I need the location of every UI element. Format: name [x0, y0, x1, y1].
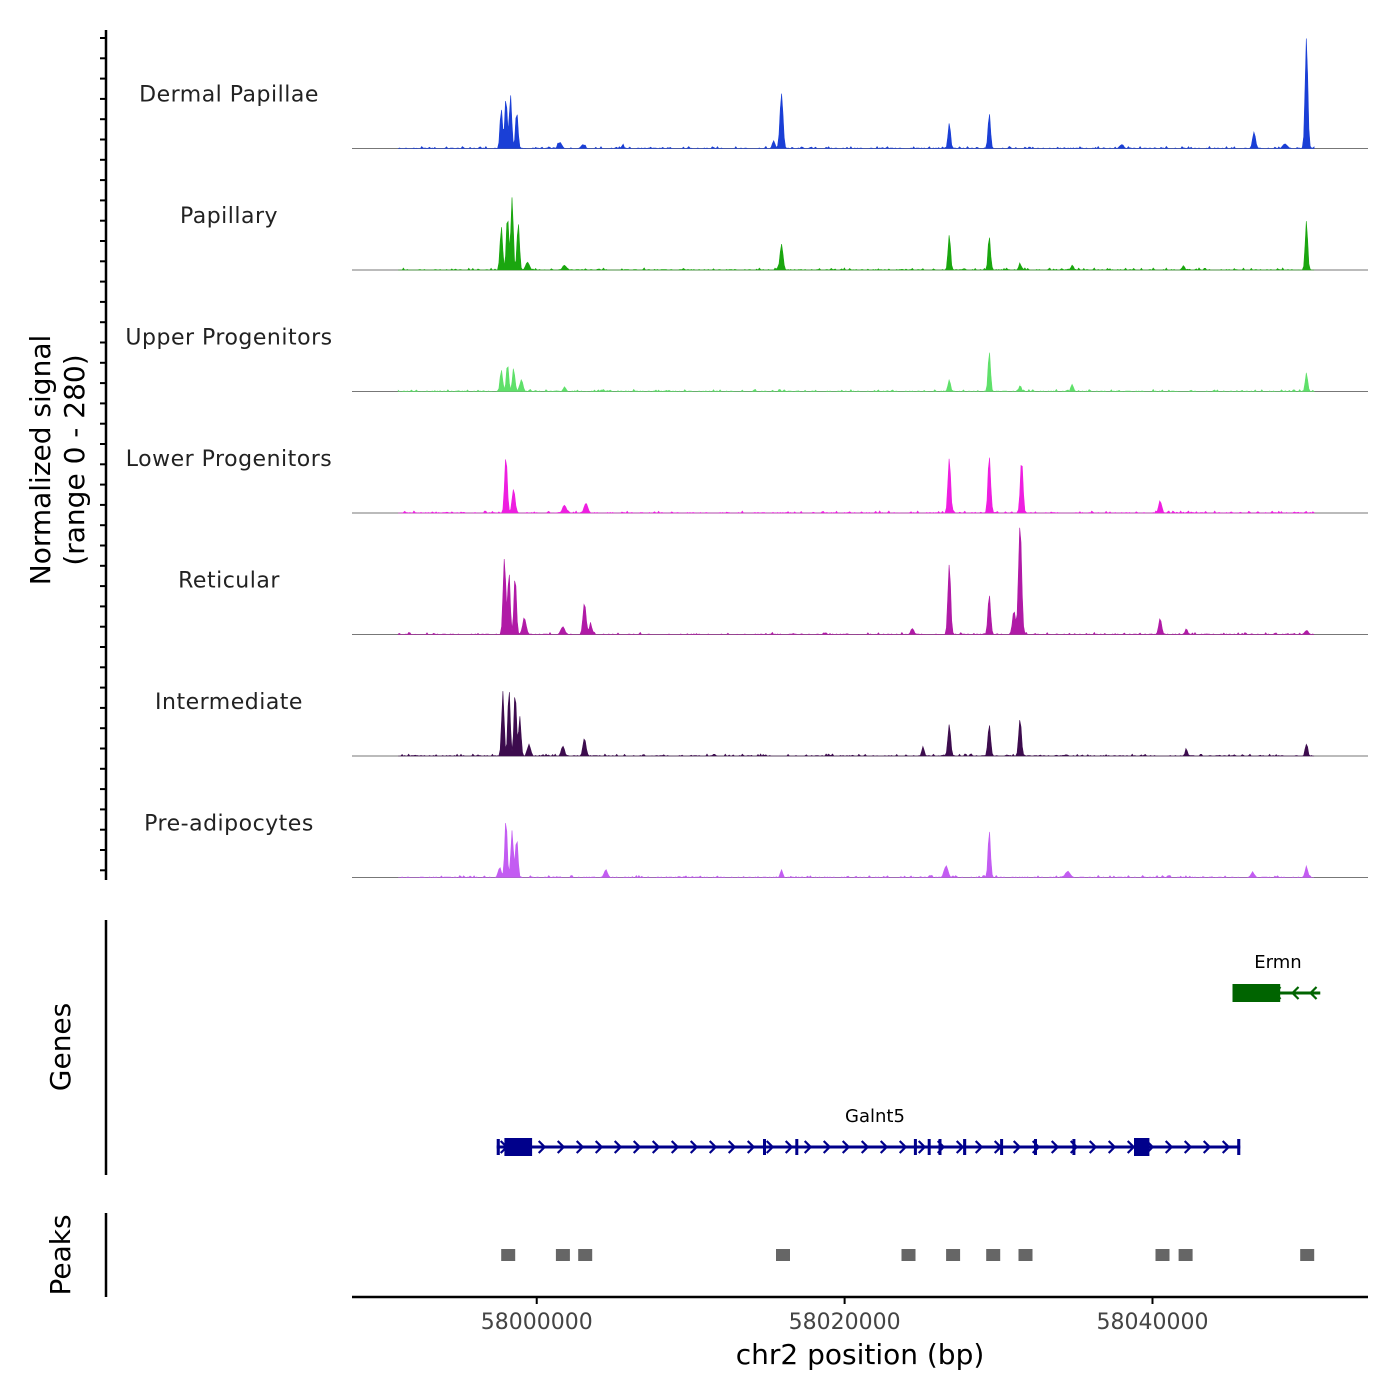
- coverage-area: [398, 197, 1315, 271]
- gene-exon: [1072, 1139, 1076, 1155]
- strand-arrow: [632, 1140, 642, 1154]
- strand-arrow: [1221, 1140, 1231, 1154]
- gene-label: Galnt5: [845, 1106, 905, 1127]
- strand-arrow: [822, 1140, 832, 1154]
- gene-exon: [1034, 1139, 1037, 1155]
- gene-exon: [927, 1139, 931, 1155]
- gene-exon: [496, 1139, 500, 1155]
- peak-region: [1178, 1249, 1193, 1261]
- gene-exon: [913, 1139, 917, 1155]
- peak-region: [578, 1249, 593, 1261]
- track-pre-adipocytes: Pre-adipocytes: [144, 812, 1368, 879]
- track-reticular: Reticular: [178, 527, 1368, 635]
- strand-arrow: [1012, 1140, 1022, 1154]
- coverage-area: [398, 822, 1315, 879]
- strand-arrow: [670, 1140, 680, 1154]
- gene-exon: [938, 1139, 942, 1155]
- strand-arrow: [879, 1140, 889, 1154]
- peak-track: [501, 1249, 1315, 1261]
- strand-arrow: [1202, 1140, 1212, 1154]
- strand-arrow: [803, 1140, 813, 1154]
- gene-exon: [795, 1139, 799, 1155]
- coverage-axis: [100, 30, 108, 880]
- strand-arrow: [537, 1140, 547, 1154]
- gene-exon: [1232, 984, 1281, 1002]
- strand-arrow: [974, 1140, 984, 1154]
- gene-track: Galnt5 Ermn: [496, 952, 1321, 1156]
- gene-ermn: Ermn: [1232, 952, 1321, 1002]
- strand-arrow: [1050, 1140, 1060, 1154]
- strand-arrow: [746, 1140, 756, 1154]
- strand-arrow: [784, 1140, 794, 1154]
- strand-arrow: [955, 1140, 965, 1154]
- track-upper-progenitors: Upper Progenitors: [125, 326, 1368, 392]
- genes-panel-title: Genes: [44, 1003, 77, 1091]
- x-tick-label: 58000000: [481, 1310, 593, 1335]
- coverage-area: [398, 457, 1315, 514]
- strand-arrow: [575, 1140, 585, 1154]
- peak-region: [986, 1249, 1001, 1261]
- peak-region: [946, 1249, 961, 1261]
- peak-region: [555, 1249, 570, 1261]
- track-label: Papillary: [180, 204, 278, 229]
- y-axis-title: Normalized signal: [24, 335, 57, 586]
- strand-arrow: [1088, 1140, 1098, 1154]
- strand-arrow: [1290, 986, 1300, 1000]
- strand-arrow: [765, 1140, 775, 1154]
- coverage-area: [397, 527, 1315, 635]
- strand-arrow: [1164, 1140, 1174, 1154]
- strand-arrow: [1107, 1140, 1117, 1154]
- gene-exon: [1237, 1139, 1241, 1155]
- gene-exon: [1134, 1138, 1150, 1156]
- peak-region: [1155, 1249, 1170, 1261]
- track-label: Pre-adipocytes: [144, 812, 314, 837]
- strand-arrow: [917, 1140, 927, 1154]
- x-tick-label: 58020000: [789, 1310, 901, 1335]
- strand-arrow: [613, 1140, 623, 1154]
- y-axis-subtitle: (range 0 - 280): [58, 354, 91, 565]
- strand-arrow: [727, 1140, 737, 1154]
- strand-arrow: [556, 1140, 566, 1154]
- strand-arrow: [1126, 1140, 1136, 1154]
- track-label: Lower Progenitors: [126, 447, 332, 472]
- track-label: Reticular: [178, 569, 280, 594]
- peak-region: [901, 1249, 916, 1261]
- strand-arrow: [860, 1140, 870, 1154]
- gene-label: Ermn: [1254, 952, 1301, 973]
- strand-arrow: [898, 1140, 908, 1154]
- gene-galnt5: Galnt5: [496, 1106, 1241, 1156]
- peaks-panel-title: Peaks: [44, 1214, 77, 1295]
- x-tick-label: 58040000: [1096, 1310, 1208, 1335]
- coverage-area: [398, 691, 1315, 757]
- track-intermediate: Intermediate: [155, 690, 1368, 757]
- track-label: Dermal Papillae: [139, 83, 319, 108]
- strand-arrow: [689, 1140, 699, 1154]
- x-axis-title: chr2 position (bp): [736, 1338, 985, 1371]
- strand-arrow: [651, 1140, 661, 1154]
- coverage-area: [397, 352, 1315, 392]
- strand-arrow: [1308, 986, 1318, 1000]
- strand-arrow: [841, 1140, 851, 1154]
- strand-arrow: [594, 1140, 604, 1154]
- strand-arrow: [1183, 1140, 1193, 1154]
- peak-region: [1018, 1249, 1033, 1261]
- strand-arrow: [708, 1140, 718, 1154]
- track-dermal-papillae: Dermal Papillae: [139, 38, 1368, 149]
- x-axis-ticks: 58000000 58020000 58040000: [481, 1297, 1208, 1335]
- track-label: Upper Progenitors: [125, 326, 332, 351]
- track-label: Intermediate: [155, 690, 303, 715]
- peak-region: [501, 1249, 516, 1261]
- track-papillary: Papillary: [180, 197, 1368, 271]
- coverage-area: [398, 38, 1315, 149]
- peak-region: [776, 1249, 790, 1261]
- gene-exon: [1000, 1139, 1004, 1155]
- gene-exon: [963, 1139, 967, 1155]
- track-lower-progenitors: Lower Progenitors: [126, 447, 1368, 514]
- peak-region: [1300, 1249, 1315, 1261]
- coverage-tracks: Dermal Papillae Papillary Upper Progenitor…: [125, 38, 1368, 879]
- gene-exon: [504, 1138, 533, 1156]
- gene-exon: [763, 1139, 766, 1155]
